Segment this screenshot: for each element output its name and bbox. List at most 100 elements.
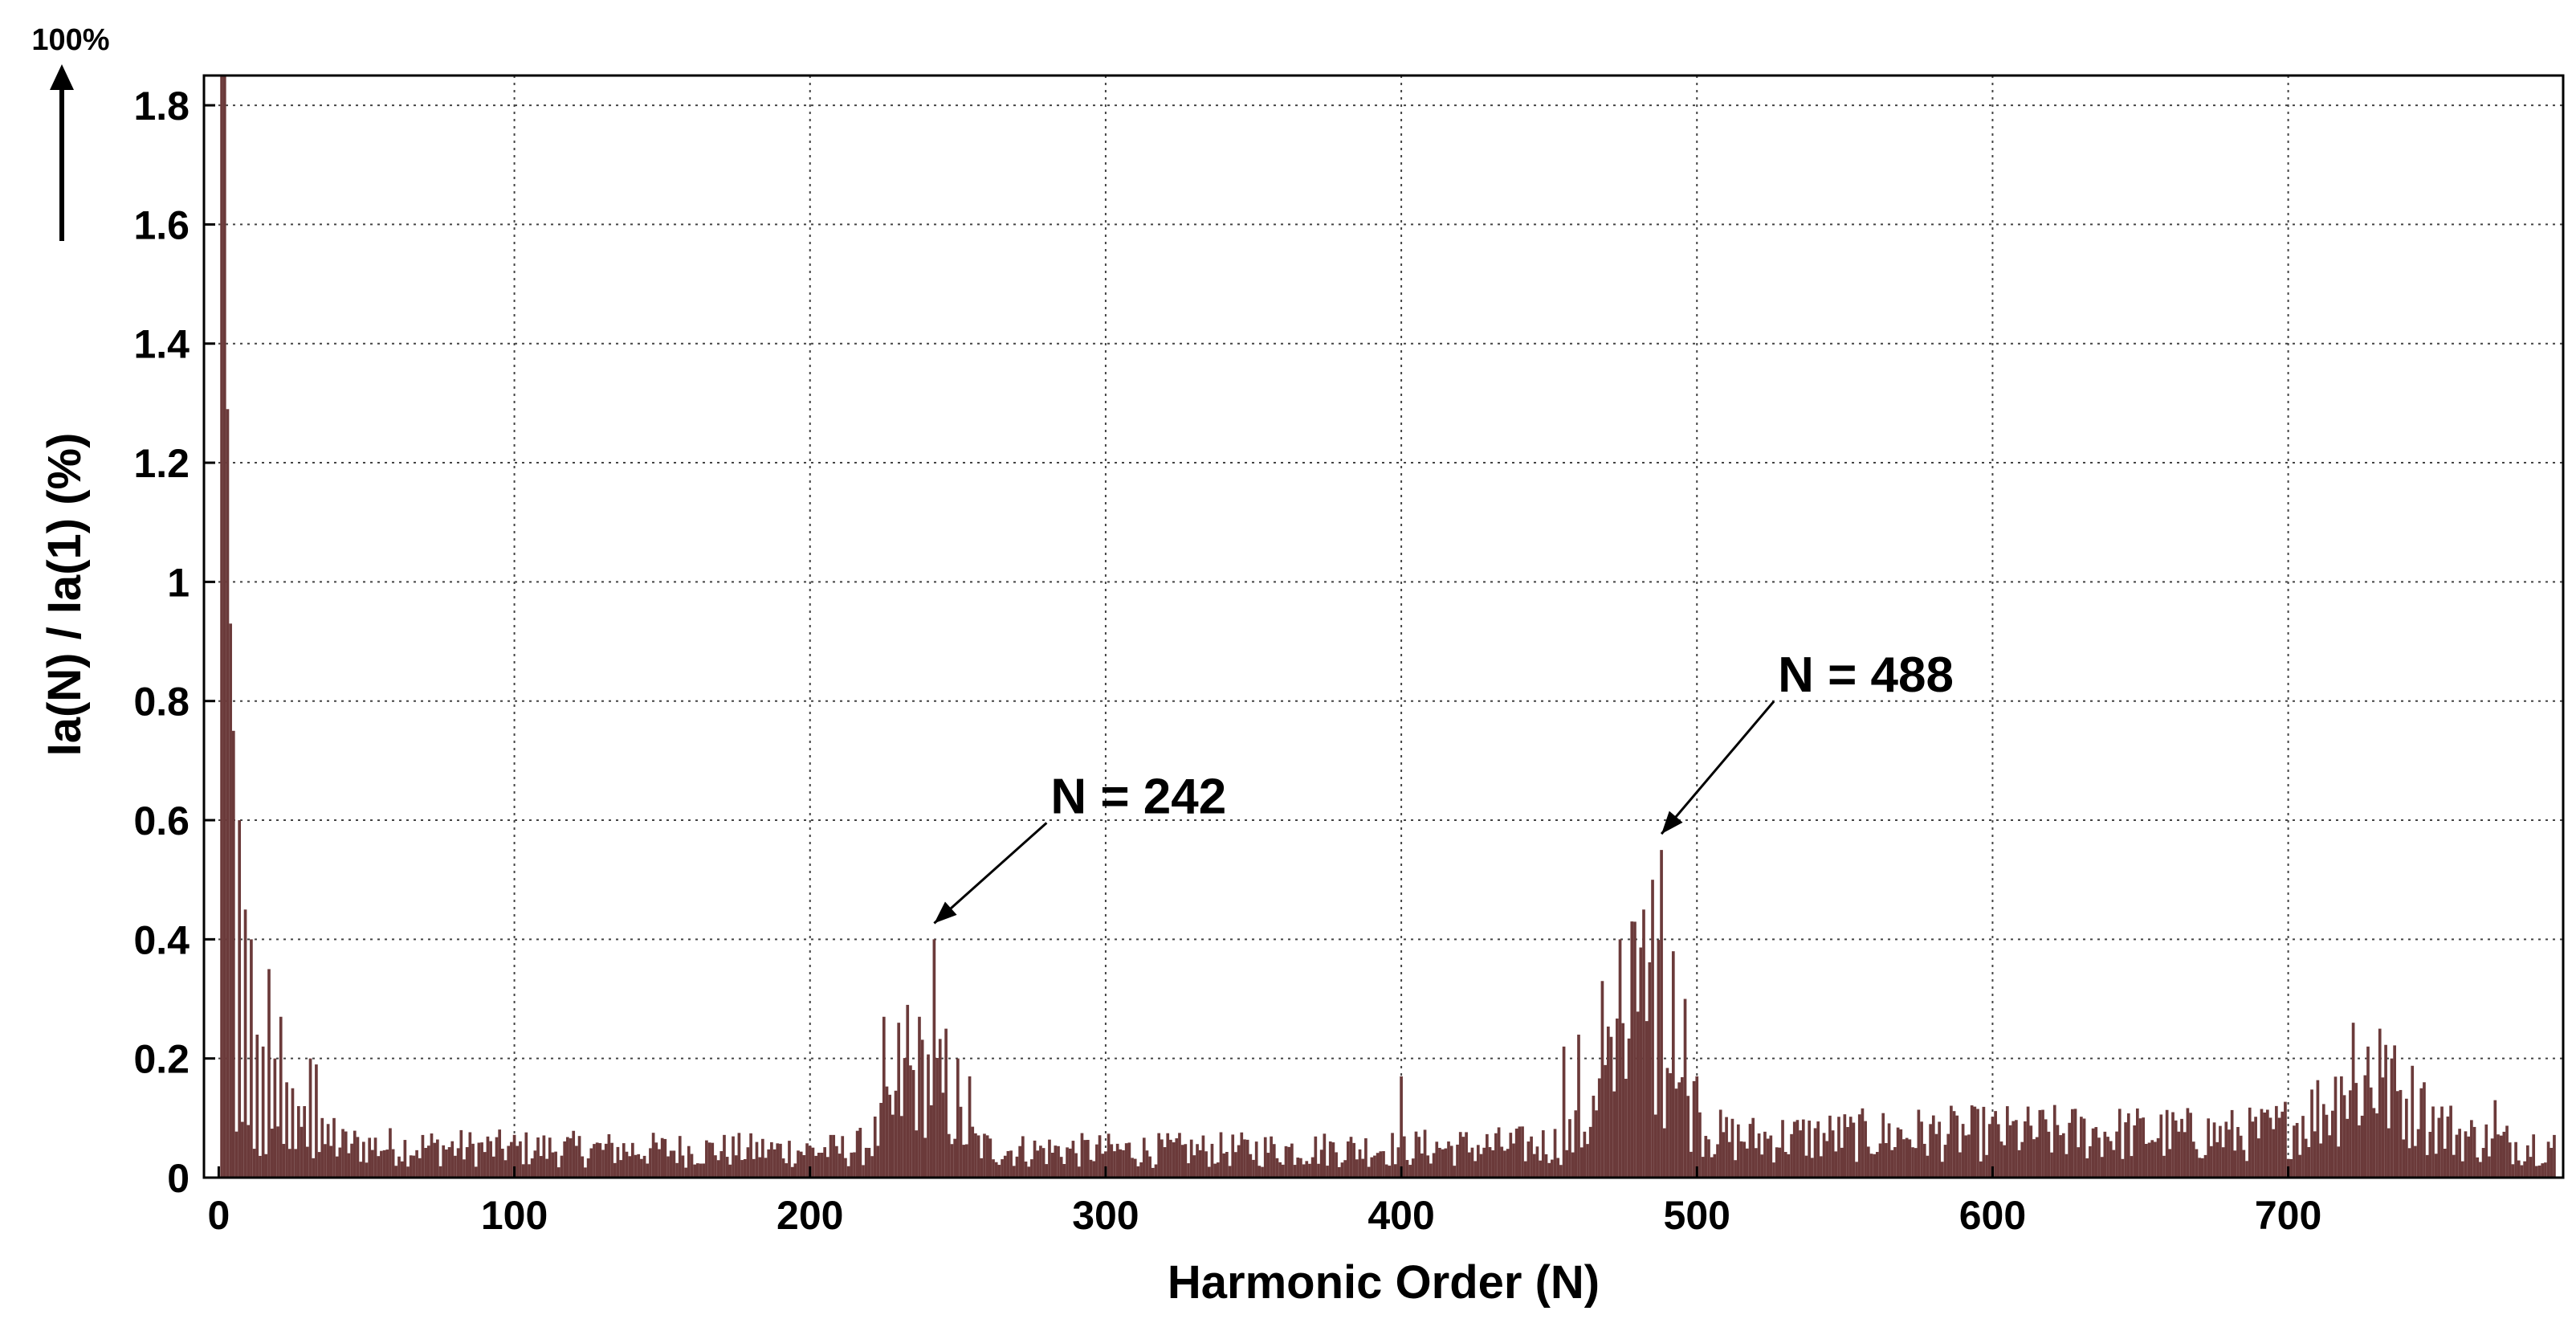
spectrum-bar [1045,1164,1049,1178]
spectrum-bar [1760,1154,1764,1178]
spectrum-bar [1476,1145,1480,1178]
spectrum-bar [1689,1151,1693,1178]
spectrum-bar [2224,1121,2228,1178]
spectrum-bar [2319,1143,2322,1178]
spectrum-bar [1795,1120,1800,1178]
spectrum-bar [2094,1127,2098,1178]
spectrum-bar [2381,1077,2385,1178]
spectrum-bar [344,1131,348,1178]
spectrum-bar [1855,1162,1858,1178]
spectrum-bar [264,1154,268,1178]
spectrum-bar [510,1141,513,1178]
spectrum-bar [2147,1142,2151,1178]
spectrum-bar [1671,951,1675,1178]
spectrum-bar [1435,1141,1439,1178]
spectrum-bar [799,1151,803,1178]
x-tick-label: 0 [208,1193,230,1238]
spectrum-bar [770,1141,773,1178]
spectrum-bar [1742,1141,1747,1178]
spectrum-bar [1414,1131,1418,1178]
spectrum-bar [2109,1141,2113,1178]
spectrum-bar [1597,1078,1601,1178]
spectrum-bar [1799,1130,1802,1178]
spectrum-bar [962,1145,966,1178]
spectrum-bar [1370,1157,1374,1178]
spectrum-bar [909,1065,912,1178]
spectrum-bar [1820,1156,1823,1178]
spectrum-bar [234,1131,238,1178]
spectrum-bar [575,1145,578,1178]
spectrum-bar [2340,1076,2343,1178]
spectrum-bar [2077,1147,2081,1178]
spectrum-bar [994,1162,998,1178]
spectrum-bar [2162,1155,2166,1178]
spectrum-bar [1902,1139,1906,1178]
spectrum-bar [755,1141,759,1178]
spectrum-bar [1488,1146,1492,1178]
spectrum-bar [1003,1155,1007,1178]
spectrum-bar [781,1158,785,1178]
x-axis-label: Harmonic Order (N) [1168,1256,1600,1309]
spectrum-bar [548,1137,552,1178]
spectrum-bar [1057,1145,1060,1178]
spectrum-bar [1707,1139,1710,1178]
spectrum-bar [2476,1157,2480,1178]
spectrum-bar [699,1163,703,1178]
spectrum-bar [808,1145,812,1178]
spectrum-bar [465,1147,469,1178]
spectrum-bar [1553,1129,1557,1178]
spectrum-bar [1175,1138,1179,1178]
spectrum-bar [1172,1142,1176,1178]
spectrum-bar [2351,1023,2355,1178]
spectrum-bar [1612,1091,1616,1178]
spectrum-bar [361,1141,365,1178]
spectrum-bar [915,1130,919,1178]
spectrum-bar [1873,1154,1877,1178]
spectrum-bar [2073,1109,2077,1178]
spectrum-bar [2378,1028,2382,1178]
spectrum-bar [725,1157,729,1178]
spectrum-bar [1905,1137,1909,1178]
spectrum-bar [707,1142,711,1178]
spectrum-bar [1565,1150,1569,1178]
spectrum-bar [2423,1082,2426,1178]
spectrum-bar [365,1162,369,1178]
spectrum-bar [2337,1146,2341,1178]
spectrum-bar [1722,1132,1726,1178]
spectrum-bar [2372,1108,2376,1178]
spectrum-bar [1852,1122,1856,1178]
spectrum-bar [1139,1162,1143,1178]
spectrum-bar [835,1145,838,1178]
spectrum-bar [2293,1125,2296,1178]
spectrum-bar [1234,1152,1237,1178]
spectrum-bar [1270,1136,1273,1178]
spectrum-bar [1302,1164,1306,1178]
spectrum-bar [2082,1118,2086,1178]
spectrum-bar [959,1106,963,1178]
spectrum-bar [1698,1112,1702,1178]
spectrum-bar [1586,1144,1589,1178]
spectrum-bar [350,1143,353,1178]
spectrum-bar [1801,1119,1805,1178]
spectrum-bar [519,1141,522,1178]
spectrum-bar [2135,1108,2139,1178]
spectrum-bar [658,1149,661,1178]
spectrum-bar [1979,1161,1983,1178]
spectrum-bar [1021,1136,1025,1178]
spectrum-bar [1018,1145,1021,1178]
spectrum-bar [1727,1141,1731,1178]
spectrum-bar [2363,1075,2367,1178]
spectrum-bar [421,1134,425,1178]
spectrum-bar [2328,1135,2331,1178]
spectrum-bar [2029,1125,2033,1178]
spectrum-bar [282,1144,286,1178]
spectrum-bar [2245,1161,2248,1178]
spectrum-bar [483,1152,487,1178]
spectrum-bar [1204,1151,1208,1178]
spectrum-bar [477,1142,481,1178]
spectrum-bar [2416,1129,2420,1178]
spectrum-bar [2499,1135,2503,1178]
spectrum-bar [2508,1142,2512,1178]
spectrum-bar [1494,1133,1498,1178]
spectrum-bar [341,1129,344,1178]
